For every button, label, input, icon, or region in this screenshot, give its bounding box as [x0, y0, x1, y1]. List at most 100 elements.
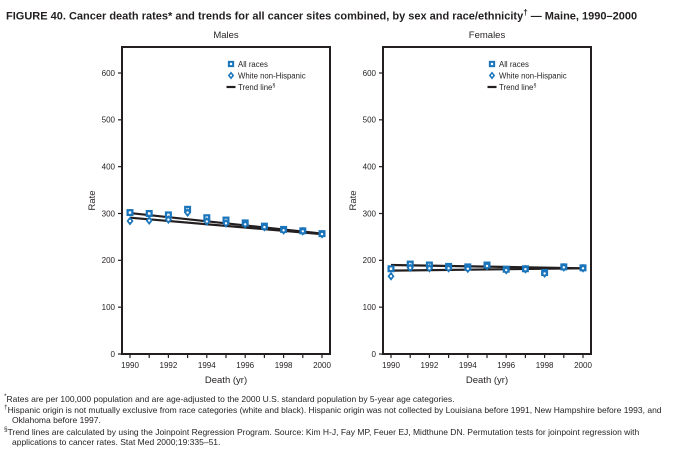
square-legend-icon	[488, 60, 496, 67]
diamond-marker-center	[562, 265, 565, 269]
white-non-hispanic-point	[241, 219, 249, 229]
diamond-marker-center	[409, 266, 412, 269]
diamond-marker-center	[263, 225, 266, 228]
footnote-hispanic-origin: †Hispanic origin is not mutually exclusi…	[4, 404, 683, 426]
footnote-trend-lines: §Trend lines are calculated by using the…	[4, 426, 683, 448]
x-axis-title: Death (yr)	[466, 375, 508, 386]
y-tick-label: 400	[363, 162, 377, 171]
diamond-marker-center	[490, 74, 494, 77]
white-non-hispanic-point	[164, 214, 172, 224]
x-tick-label: 1990	[382, 361, 400, 370]
x-tick-label: 1992	[160, 361, 178, 370]
diamond-marker-center	[581, 266, 585, 270]
all-races-point	[145, 209, 153, 217]
white-non-hispanic-point	[464, 263, 472, 273]
x-tick-label: 1992	[421, 361, 439, 370]
plot-border	[121, 45, 331, 355]
diamond-marker-center	[524, 267, 527, 271]
white-non-hispanic-point	[184, 207, 192, 217]
footnote-trend-text: Trend lines are calculated by using the …	[7, 426, 640, 448]
square-marker-center	[167, 213, 170, 216]
panel-title-males: Males	[213, 29, 239, 41]
legend: All races White non-Hispanic Trend line§	[487, 59, 567, 91]
figure-title-suffix: — Maine, 1990–2000	[527, 10, 638, 23]
figure-title-main: FIGURE 40. Cancer death rates* and trend…	[6, 10, 524, 23]
diamond-marker-center	[505, 268, 508, 272]
all-races-point	[126, 208, 134, 216]
x-tick-label: 1998	[536, 361, 554, 370]
x-tick-label: 1994	[459, 361, 477, 370]
legend-label: Trend line§	[499, 82, 536, 91]
x-tick-label: 1994	[198, 361, 216, 370]
footnote-rates: *Rates are per 100,000 population and ar…	[4, 393, 683, 404]
footnote-hispanic-marker: †	[4, 404, 8, 412]
legend-label-sup: §	[533, 82, 536, 88]
white-non-hispanic-series	[387, 261, 587, 281]
y-axis-title: Rate	[348, 190, 359, 210]
white-non-hispanic-point	[318, 229, 326, 239]
diamond-marker-center	[428, 266, 431, 270]
y-axis: 0 100 200 300 400 500 600	[363, 68, 383, 358]
square-marker-center	[490, 62, 494, 65]
x-axis-title: Death (yr)	[205, 375, 247, 386]
y-tick-label: 200	[363, 256, 377, 265]
y-tick-label: 100	[363, 303, 377, 312]
white-non-hispanic-point	[521, 264, 529, 274]
square-legend-icon	[227, 60, 235, 67]
x-tick-label: 2000	[313, 361, 331, 370]
y-tick-label: 400	[102, 162, 116, 171]
x-tick-label: 1990	[121, 361, 139, 370]
white-non-hispanic-point	[260, 222, 268, 232]
x-axis: 1990 1992 1994 1996 1998 2000	[382, 353, 592, 370]
diamond-legend-icon	[227, 71, 235, 80]
legend: All races White non-Hispanic Trend line§	[226, 59, 306, 91]
x-axis: 1990 1992 1994 1996 1998 2000	[121, 353, 331, 370]
diamond-marker-center	[485, 264, 489, 267]
white-non-hispanic-point	[126, 216, 134, 226]
white-non-hispanic-point	[406, 262, 414, 272]
square-marker-center	[229, 62, 233, 65]
footnotes: *Rates are per 100,000 population and ar…	[4, 393, 683, 448]
figure-title-dagger: †	[523, 8, 528, 17]
diamond-marker-center	[167, 218, 170, 221]
diamond-marker-center	[466, 267, 469, 270]
diamond-marker-center	[244, 222, 247, 226]
diamond-marker-center	[447, 266, 450, 270]
x-tick-label: 2000	[574, 361, 592, 370]
diamond-marker-center	[389, 274, 393, 278]
white-non-hispanic-point	[560, 262, 568, 272]
diamond-marker-center	[128, 219, 132, 222]
footnote-hispanic-text: Hispanic origin is not mutually exclusiv…	[7, 404, 662, 426]
y-tick-label: 600	[102, 68, 116, 77]
diamond-marker-center	[224, 221, 228, 225]
white-non-hispanic-point	[387, 271, 395, 281]
diamond-marker-center	[282, 228, 285, 232]
diamond-marker-center	[229, 74, 233, 77]
all-races-point	[164, 211, 172, 219]
y-tick-label: 200	[102, 256, 116, 265]
diamond-marker-center	[205, 219, 208, 223]
white-non-hispanic-point	[502, 265, 510, 275]
x-tick-label: 1998	[275, 361, 293, 370]
panel-title-females: Females	[468, 29, 506, 41]
females-chart: 0 100 200 300 400 500 600 1990 1992 1994 1996 1998 2…	[348, 45, 592, 386]
footnote-rates-text: Rates are per 100,000 population and are…	[6, 393, 455, 404]
y-axis-title: Rate	[87, 190, 98, 210]
males-chart: 0 100 200 300 400 500 600 1990 1992 1994 1996 1998 2…	[87, 45, 331, 386]
white-non-hispanic-point	[145, 215, 153, 225]
white-non-hispanic-series	[126, 207, 326, 239]
y-axis: 0 100 200 300 400 500 600	[102, 68, 122, 358]
plot-border	[382, 45, 592, 355]
legend-label: All races	[499, 59, 529, 68]
square-marker-center	[389, 267, 393, 270]
white-non-hispanic-point	[445, 263, 453, 273]
y-tick-label: 0	[111, 349, 116, 358]
white-non-hispanic-point	[299, 226, 307, 236]
diamond-marker-center	[543, 271, 546, 275]
diamond-marker-center	[320, 232, 324, 235]
legend-label: All races	[238, 59, 268, 68]
y-tick-label: 300	[102, 209, 116, 218]
x-tick-label: 1996	[236, 361, 254, 370]
y-tick-label: 0	[372, 349, 377, 358]
diamond-legend-icon	[488, 71, 496, 80]
